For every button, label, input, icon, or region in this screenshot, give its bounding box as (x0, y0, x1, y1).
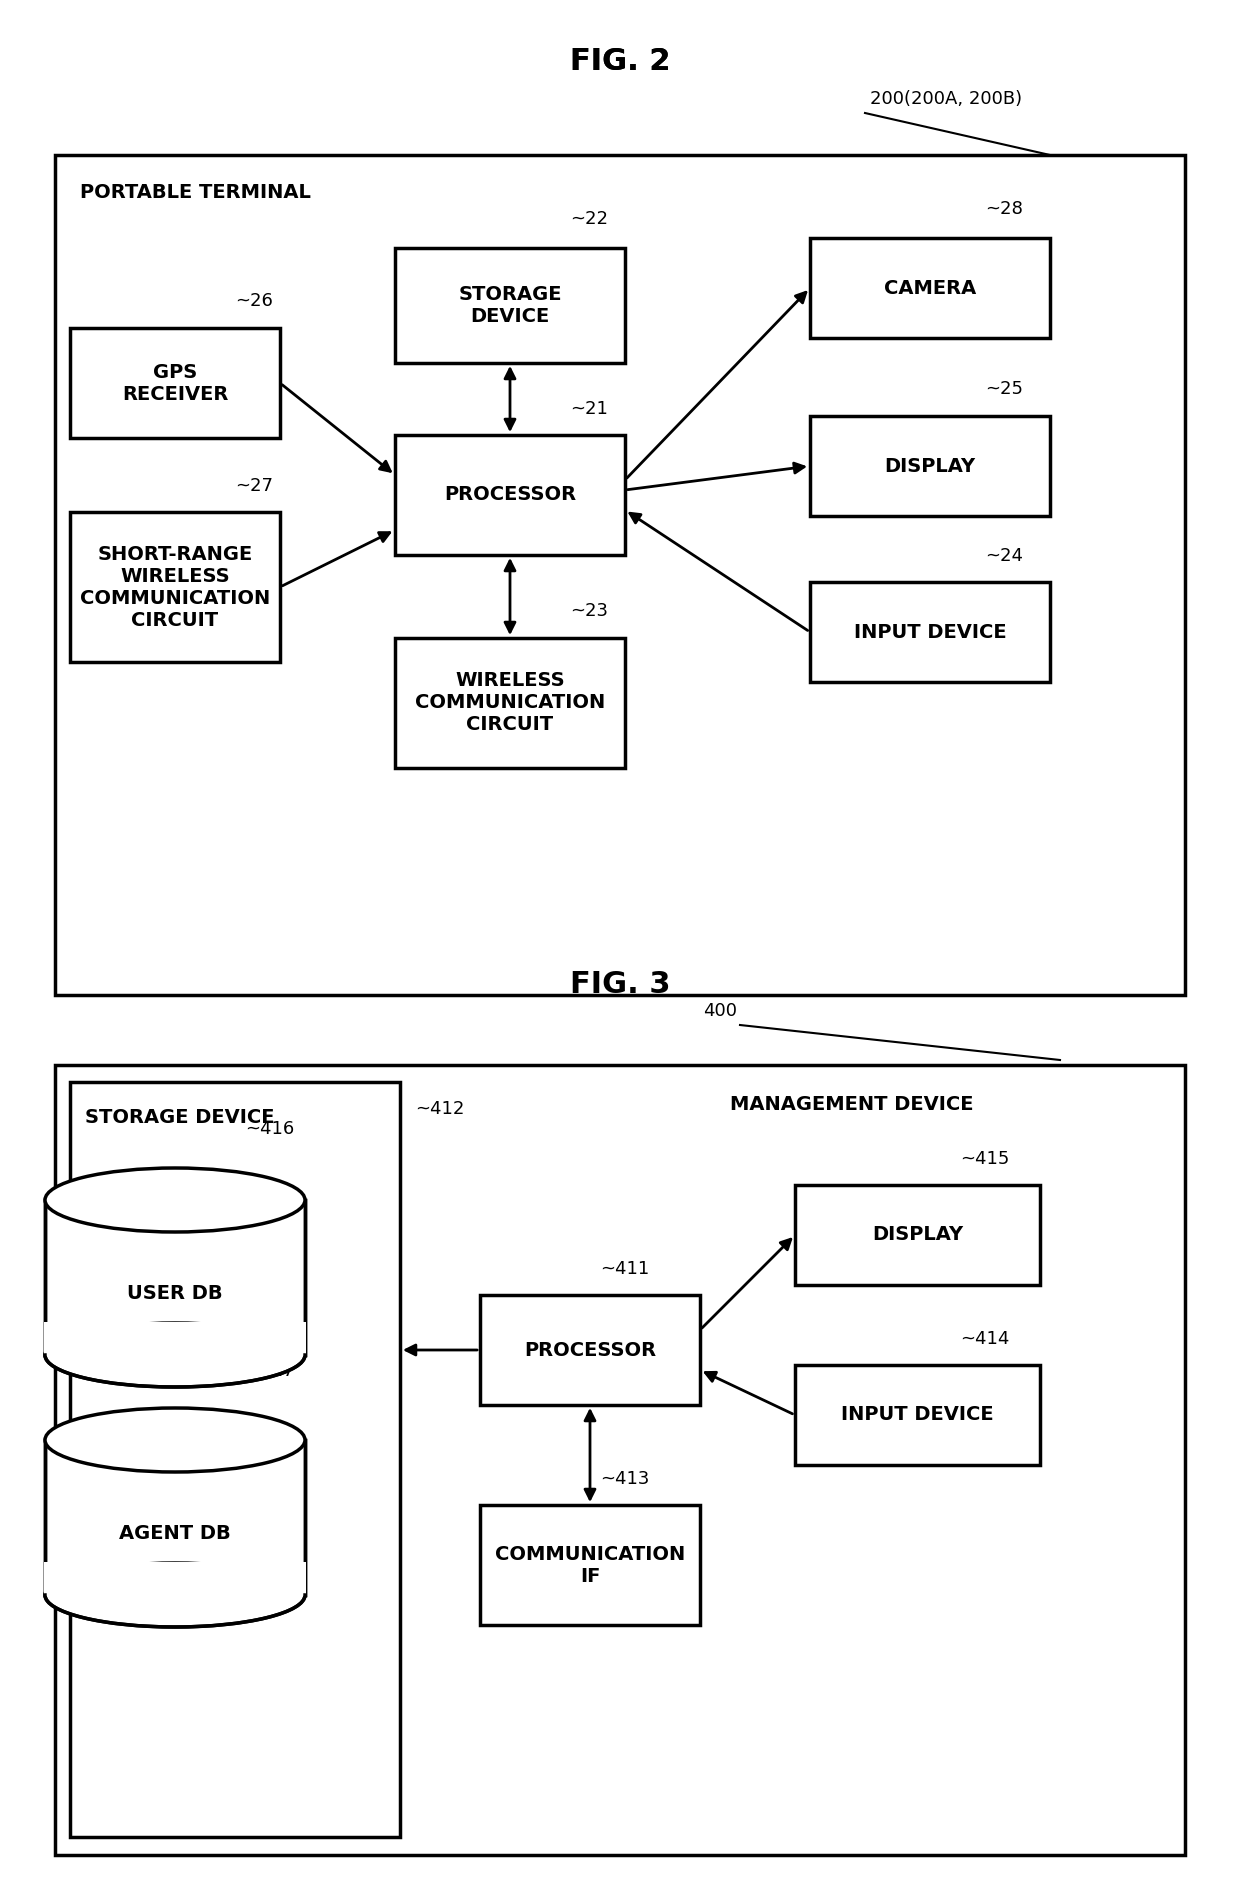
Bar (55, 1066, 1185, 1856)
Bar (396, 247, 625, 362)
Text: ~417: ~417 (246, 1362, 294, 1381)
Text: SHORT-RANGE
WIRELESS
COMMUNICATION
CIRCUIT: SHORT-RANGE WIRELESS COMMUNICATION CIRCU… (79, 545, 270, 630)
Text: INPUT DEVICE: INPUT DEVICE (853, 622, 1007, 641)
Text: STORAGE
DEVICE: STORAGE DEVICE (459, 285, 562, 326)
Bar (69, 1083, 401, 1837)
Bar (810, 238, 1050, 338)
Bar (55, 155, 1185, 996)
Text: ~26: ~26 (236, 292, 273, 309)
Text: COMMUNICATION
IF: COMMUNICATION IF (495, 1545, 686, 1586)
Text: GPS
RECEIVER: GPS RECEIVER (122, 362, 228, 404)
Bar (45, 1441, 305, 1596)
Text: ~415: ~415 (960, 1150, 1009, 1167)
Text: FIG. 2: FIG. 2 (569, 47, 671, 75)
Text: ~25: ~25 (985, 379, 1023, 398)
Bar (810, 583, 1050, 683)
Text: ~413: ~413 (600, 1469, 650, 1488)
Ellipse shape (45, 1409, 305, 1471)
Text: FIG. 3: FIG. 3 (569, 969, 671, 1000)
Bar (43, 1562, 306, 1596)
Bar (69, 511, 280, 662)
Text: ~411: ~411 (600, 1260, 650, 1279)
Bar (396, 637, 625, 768)
Text: ~414: ~414 (960, 1330, 1009, 1348)
Text: WIRELESS
COMMUNICATION
CIRCUIT: WIRELESS COMMUNICATION CIRCUIT (415, 671, 605, 734)
Text: 200(200A, 200B): 200(200A, 200B) (870, 91, 1022, 108)
Text: INPUT DEVICE: INPUT DEVICE (841, 1405, 993, 1424)
Text: ~22: ~22 (570, 209, 608, 228)
Text: DISPLAY: DISPLAY (884, 456, 976, 475)
Ellipse shape (45, 1322, 305, 1386)
Ellipse shape (45, 1563, 305, 1628)
Text: FIG. 2: FIG. 2 (569, 47, 671, 75)
Ellipse shape (45, 1167, 305, 1232)
Bar (45, 1199, 305, 1354)
Text: ~24: ~24 (985, 547, 1023, 566)
Text: USER DB: USER DB (128, 1284, 223, 1303)
Text: AGENT DB: AGENT DB (119, 1524, 231, 1543)
Text: ~21: ~21 (570, 400, 608, 419)
Text: MANAGEMENT DEVICE: MANAGEMENT DEVICE (730, 1096, 973, 1115)
Bar (69, 328, 280, 438)
Bar (43, 1322, 306, 1356)
Bar (480, 1296, 701, 1405)
Text: ~416: ~416 (246, 1120, 294, 1137)
Text: CAMERA: CAMERA (884, 279, 976, 298)
Text: ~28: ~28 (985, 200, 1023, 219)
Text: PROCESSOR: PROCESSOR (525, 1341, 656, 1360)
Text: PROCESSOR: PROCESSOR (444, 485, 577, 504)
Bar (810, 417, 1050, 517)
Text: ~412: ~412 (415, 1100, 464, 1118)
Text: ~27: ~27 (236, 477, 273, 494)
Text: ~23: ~23 (570, 602, 608, 620)
Text: 400: 400 (703, 1001, 737, 1020)
Bar (396, 436, 625, 554)
Text: DISPLAY: DISPLAY (872, 1226, 963, 1245)
Text: PORTABLE TERMINAL: PORTABLE TERMINAL (81, 183, 311, 202)
Bar (480, 1505, 701, 1626)
Bar (795, 1365, 1040, 1465)
Bar (795, 1184, 1040, 1284)
Text: STORAGE DEVICE: STORAGE DEVICE (86, 1107, 274, 1128)
